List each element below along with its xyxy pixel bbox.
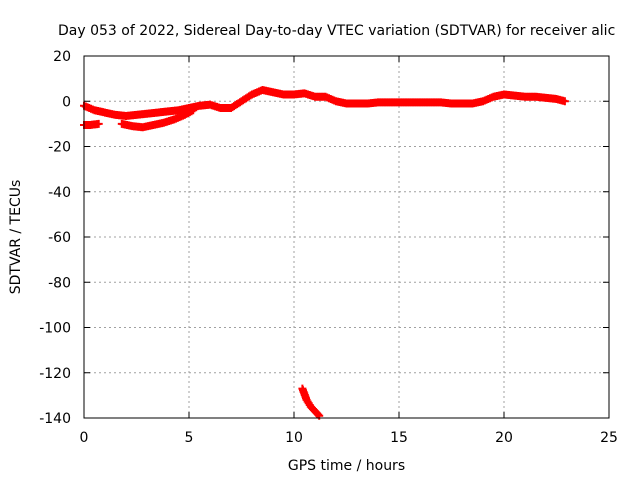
y-tick-label: 0 [62,94,71,110]
y-tick-label: -60 [48,230,71,246]
grid [84,56,609,418]
y-tick-label: -20 [48,140,71,156]
y-tick-label: -100 [39,321,71,337]
y-tick-label: -80 [48,275,71,291]
y-axis-title: SDTVAR / TECUs [8,180,24,295]
series-layer [80,85,569,420]
data-point [314,410,323,419]
x-tick-label: 15 [390,430,408,446]
series-trace [117,106,198,132]
data-point [94,119,103,128]
y-tick-label: -40 [48,185,71,201]
chart-title: Day 053 of 2022, Sidereal Day-to-day VTE… [58,23,615,39]
y-tick-label: -120 [39,366,71,382]
y-tick-label: -140 [39,411,71,427]
x-tick-label: 25 [600,430,618,446]
data-point [560,97,569,106]
x-tick-label: 20 [495,430,513,446]
series-trace [80,85,569,120]
series-trace [298,384,324,420]
y-tick-label: 20 [53,49,71,65]
ticks: 0 5 10 15 20 25 20 0 -20 -40 -60 -80 -100 -120 -140 [39,49,618,446]
x-axis-title: GPS time / hours [288,458,405,474]
series-trace [80,119,103,130]
data-point [189,106,198,115]
x-tick-label: 10 [285,430,303,446]
x-tick-label: 5 [185,430,194,446]
x-tick-label: 0 [80,430,89,446]
